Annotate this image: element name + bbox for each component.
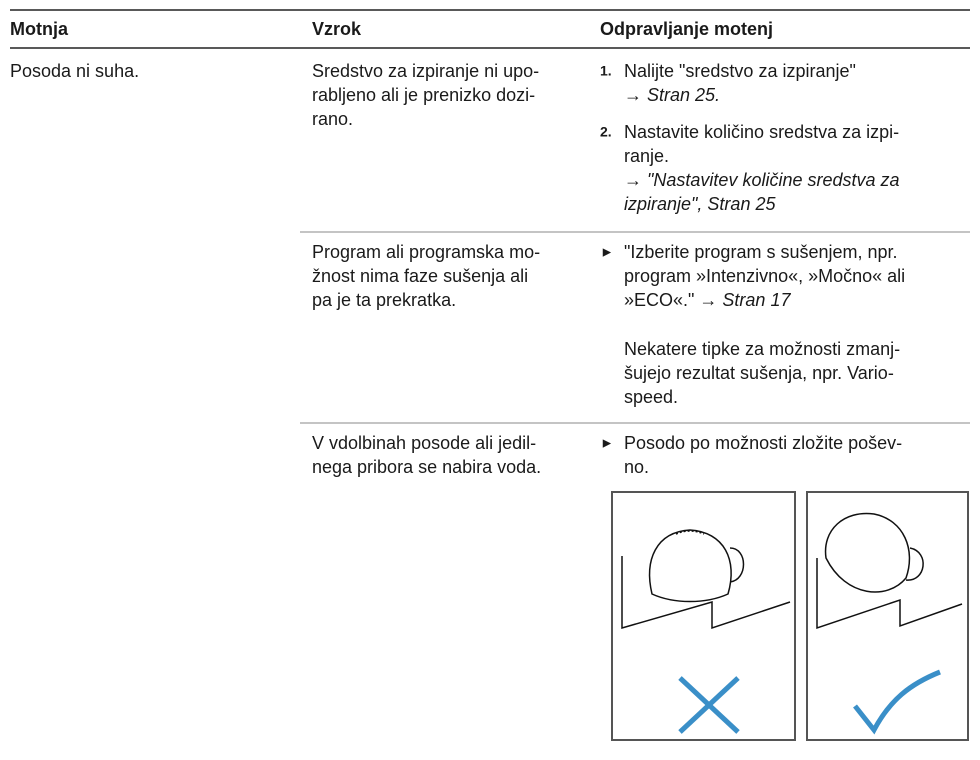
reference: Stran 25. — [647, 85, 720, 105]
text-line: pa je ta prekratka. — [312, 290, 456, 310]
text-line: rano. — [312, 109, 353, 129]
text-line: »ECO«." → Stran 17 — [624, 290, 791, 310]
column-header: Motnja — [10, 19, 69, 39]
text-line: žnost nima faze sušenja ali — [312, 266, 528, 286]
column-header: Vzrok — [312, 19, 362, 39]
text-line: Nekatere tipke za možnosti zmanj- — [624, 339, 900, 359]
text-line: V vdolbinah posode ali jedil- — [312, 433, 536, 453]
text-line: nega pribora se nabira voda. — [312, 457, 541, 477]
list-marker: ► — [600, 435, 614, 451]
text-line: Nalijte "sredstvo za izpiranje" — [624, 61, 856, 81]
text-span: → — [624, 85, 647, 105]
text-line: izpiranje", Stran 25 — [624, 194, 776, 214]
text-line: Posoda ni suha. — [10, 61, 139, 81]
text-line: Program ali programska mo- — [312, 242, 540, 262]
list-marker: 1. — [600, 63, 612, 79]
text-line: "Izberite program s sušenjem, npr. — [624, 242, 898, 262]
text-line: no. — [624, 457, 649, 477]
column-header: Odpravljanje motenj — [600, 19, 773, 39]
text-line: program »Intenzivno«, »Močno« ali — [624, 266, 905, 286]
reference: Stran 17 — [722, 290, 791, 310]
text-line: → "Nastavitev količine sredstva za — [624, 170, 900, 190]
text-line: Sredstvo za izpiranje ni upo- — [312, 61, 539, 81]
text-line: speed. — [624, 387, 678, 407]
list-marker: 2. — [600, 124, 612, 140]
text-span: »ECO«." → — [624, 290, 722, 310]
figure — [611, 491, 969, 741]
text-line: Posodo po možnosti zložite pošev- — [624, 433, 902, 453]
text-line: ranje. — [624, 146, 669, 166]
list-marker: ► — [600, 244, 614, 260]
reference: "Nastavitev količine sredstva za — [647, 170, 900, 190]
text-line: šujejo rezultat sušenja, npr. Vario- — [624, 363, 894, 383]
text-line: Nastavite količino sredstva za izpi- — [624, 122, 899, 142]
text-line: rabljeno ali je prenizko dozi- — [312, 85, 535, 105]
reference: izpiranje", Stran 25 — [624, 194, 776, 214]
text-span: → — [624, 170, 647, 190]
text-line: → Stran 25. — [624, 85, 720, 105]
